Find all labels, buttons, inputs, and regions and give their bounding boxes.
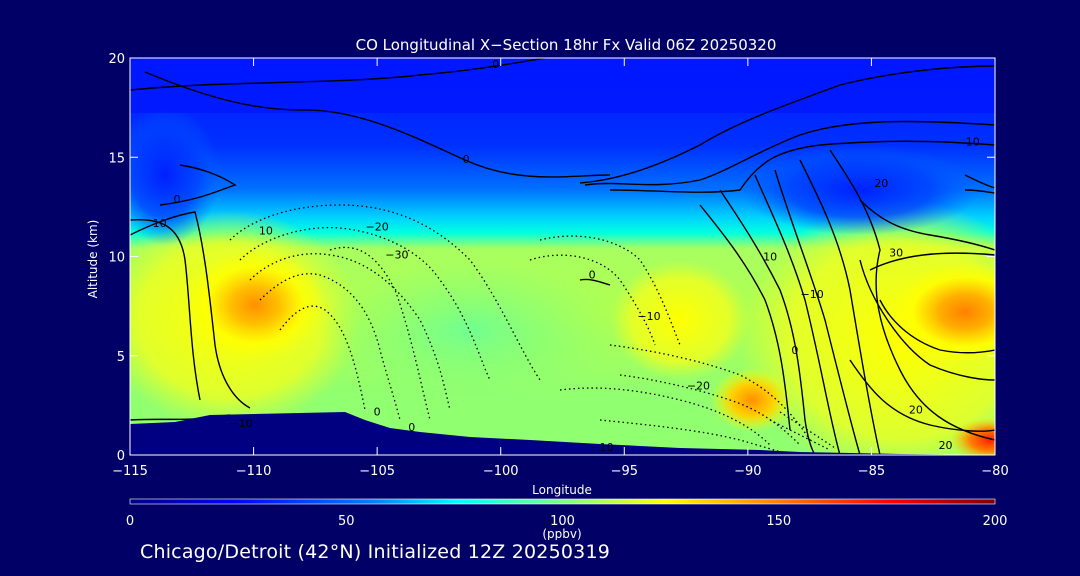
y-tick-label: 5	[117, 350, 125, 365]
terrain	[130, 412, 995, 455]
chart-title: CO Longitudinal X−Section 18hr Fx Valid …	[356, 36, 777, 54]
contour-label: 10	[259, 225, 273, 238]
dashed-contours	[229, 204, 836, 455]
contour-label: −10	[801, 288, 824, 301]
x-tick-label: −90	[734, 464, 761, 479]
high-co-left	[185, 250, 325, 360]
contour-label: 20	[909, 403, 923, 416]
green-trough	[320, 260, 620, 400]
high-co-corner	[950, 418, 995, 455]
x-tick-label: −85	[858, 464, 885, 479]
contour-labels: 0 0 0 10 10 −20 −30 0 −10 −20 −10 0 0 −10 10 0 −10 20 30 10…	[153, 58, 980, 454]
contour-label: 10	[153, 217, 167, 230]
colorbar-ticks: 0 50 100 150 200	[126, 514, 1008, 529]
y-tick-label: 10	[108, 251, 125, 266]
colorbar-tick-label: 150	[766, 514, 791, 529]
x-tick-label: −110	[236, 464, 272, 479]
y-tick-label: 15	[108, 151, 125, 166]
heatmap-field	[130, 58, 995, 455]
contour-label: −10	[637, 310, 660, 323]
contour-label: 0	[374, 405, 381, 418]
upper-blue-layer	[130, 58, 995, 113]
contour-label: 20	[874, 177, 888, 190]
contour-label: 0	[408, 421, 415, 434]
high-co-right	[890, 262, 995, 362]
contour-label: 0	[492, 58, 499, 71]
yellow-band-right	[740, 200, 995, 455]
solid-contours	[130, 58, 995, 455]
contour-label: −30	[385, 249, 408, 262]
low-co-lobe-right	[740, 145, 980, 235]
y-tick-label: 20	[108, 52, 125, 67]
x-tick-label: −115	[112, 464, 148, 479]
yellow-band-center	[610, 260, 750, 380]
x-tick-label: −80	[981, 464, 1008, 479]
contour-label: 10	[966, 135, 980, 148]
high-co-mid	[710, 368, 794, 432]
contour-label: 20	[939, 439, 953, 452]
colorbar-tick-label: 0	[126, 514, 134, 529]
contour-label: −20	[687, 380, 710, 393]
colorbar-tick-label: 200	[983, 514, 1008, 529]
colorbar-unit: (ppbv)	[542, 527, 581, 540]
x-axis-label: Longitude	[532, 483, 592, 497]
y-axis-label: Altitude (km)	[86, 220, 100, 299]
colorbar-ramp	[129, 498, 996, 505]
contour-label: −10	[590, 441, 613, 454]
contour-label: 0	[791, 344, 798, 357]
contour-label: 10	[763, 251, 777, 264]
colorbar: 0 50 100 150 200 (ppbv)	[126, 498, 1008, 541]
contour-label: 0	[173, 193, 180, 206]
y-tick-label: 0	[117, 449, 125, 464]
contour-label: 30	[889, 247, 903, 260]
contour-label: −10	[230, 417, 253, 430]
run-info-footer: Chicago/Detroit (42°N) Initialized 12Z 2…	[140, 541, 611, 563]
low-co-lobe-left	[130, 105, 220, 245]
x-tick-label: −95	[611, 464, 638, 479]
contour-label: −20	[366, 221, 389, 234]
x-tick-label: −105	[359, 464, 395, 479]
contour-label: 0	[589, 268, 596, 281]
chart-svg: CO Longitudinal X−Section 18hr Fx Valid …	[86, 36, 1009, 541]
colorbar-tick-label: 50	[338, 514, 355, 529]
contour-label: 0	[463, 153, 470, 166]
x-tick-label: −100	[483, 464, 519, 479]
colorbar-tick-label: 100	[550, 514, 575, 529]
